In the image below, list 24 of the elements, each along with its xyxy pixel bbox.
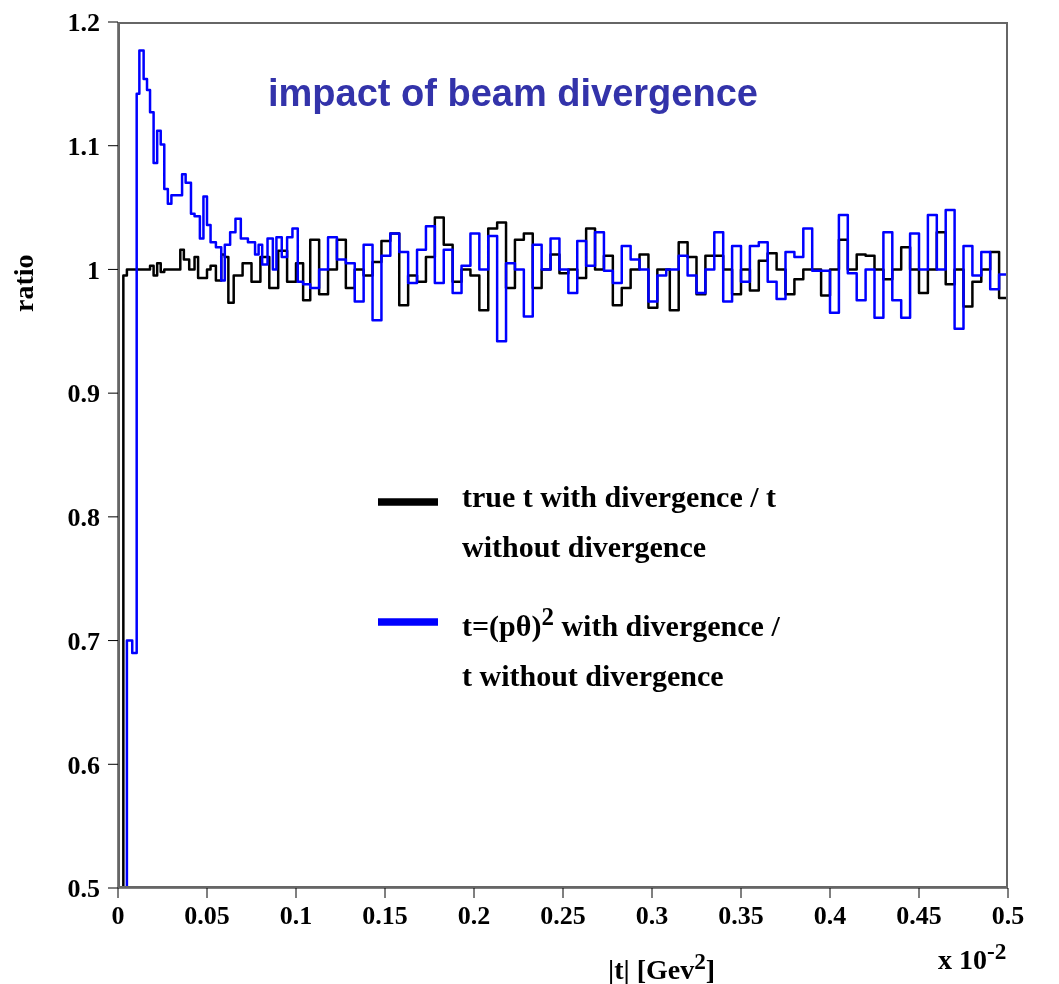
y-tick-label: 0.7 [67, 626, 100, 656]
y-tick-label: 1 [87, 255, 100, 285]
y-tick-label: 1.1 [67, 131, 100, 161]
text: impact of beam divergence [268, 72, 758, 114]
legend-label: t=(pθ)$^{2}$ with divergence / t without divergence [462, 602, 781, 694]
y-tick-label: 0.5 [67, 874, 100, 904]
x-tick-label: 0.4 [813, 901, 847, 931]
y-axis-title: ratio [8, 254, 39, 312]
x-tick-label: 0.25 [540, 901, 586, 931]
y-tick-label: 0.8 [67, 503, 100, 533]
x-tick-label: 0.35 [718, 901, 764, 931]
y-tick-label: 0.6 [67, 750, 100, 780]
x-tick-label: 0.05 [184, 901, 230, 931]
legend-label: true t with divergence / t without divergence [462, 479, 778, 565]
x-tick-label: 0.45 [896, 901, 942, 931]
x-tick-label: 0.5 [991, 901, 1025, 931]
x-tick-label: 0.3 [635, 901, 669, 931]
y-tick-label: 0.9 [67, 379, 100, 409]
x-tick-label: 0.2 [457, 901, 491, 931]
x-tick-label: 0.15 [362, 901, 408, 931]
y-tick-label: 1.2 [67, 8, 100, 38]
x-tick-label: 0 [111, 901, 125, 931]
text: x 10$^{-2}$ [938, 938, 1007, 976]
x-tick-label: 0.1 [279, 901, 313, 931]
